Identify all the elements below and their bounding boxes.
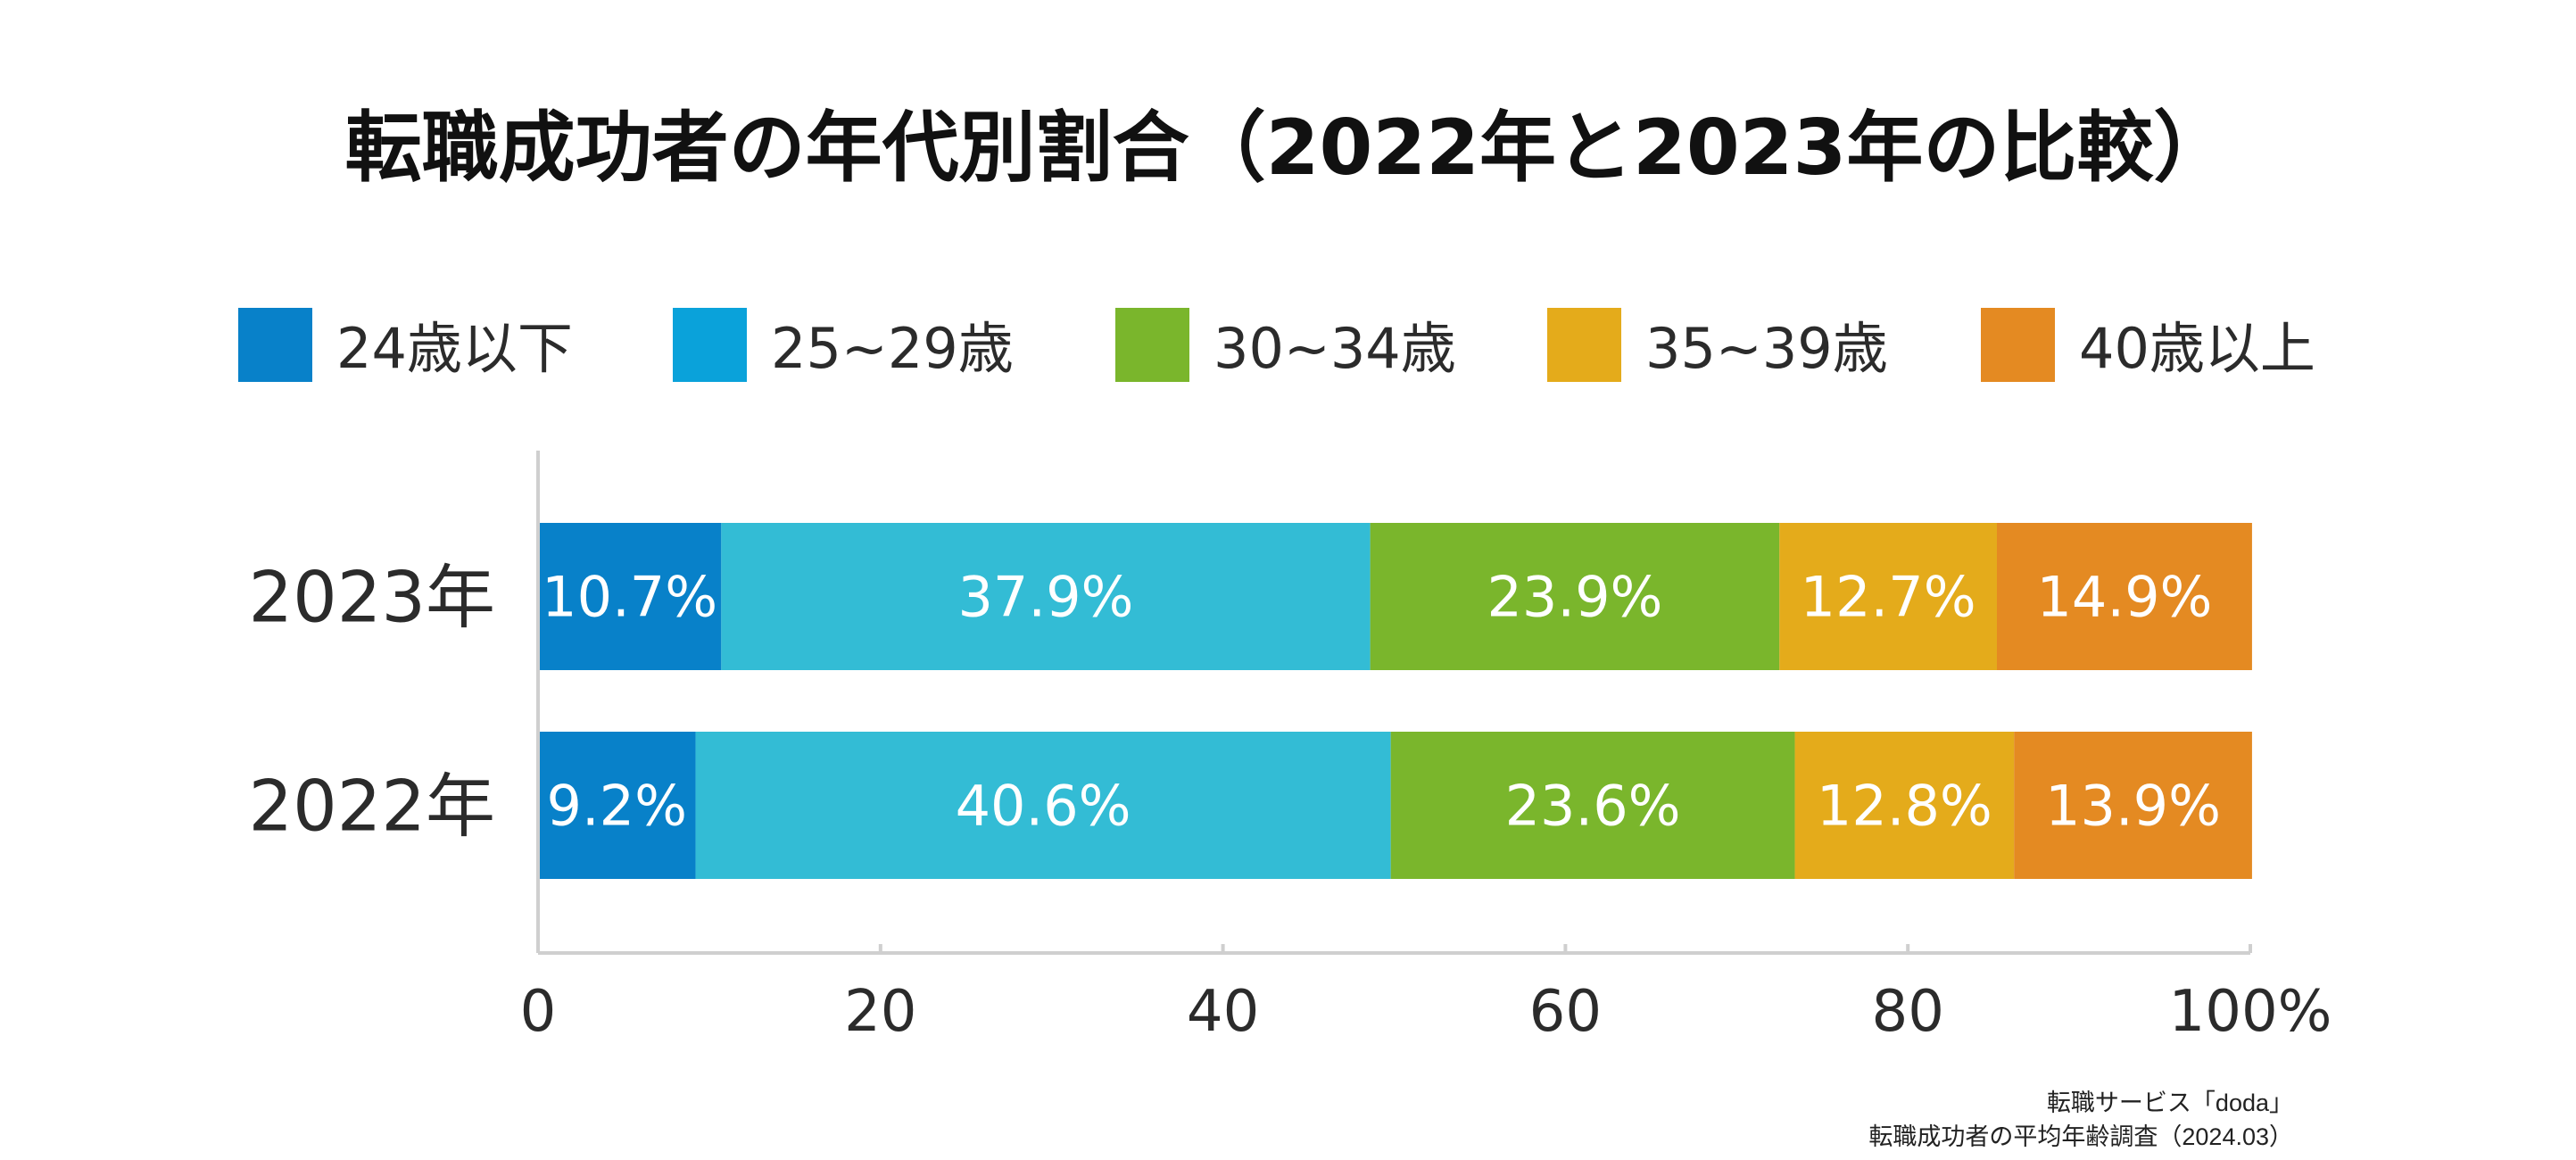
source-line-2: 転職成功者の平均年齢調査（2024.03） [1868,1123,2293,1150]
x-tick-label-4: 60 [1529,979,1602,1045]
value-label-2-4: 12.8% [1817,774,1992,839]
x-tick-label-2: 20 [844,979,916,1045]
bars-group [538,523,2252,879]
legend-label-4: 35~39歳 [1645,316,1888,381]
x-tick-label-1: 0 [520,979,557,1045]
legend-label-1: 24歳以下 [336,316,573,381]
legend-item-3: 30~34歳 [1115,308,1456,382]
category-label-1: 2023年 [248,559,495,639]
bar-1-segment-4 [1779,523,1997,670]
category-label-2: 2022年 [248,767,495,848]
legend-swatch-4 [1547,308,1621,382]
legend-item-4: 35~39歳 [1547,308,1888,382]
legend-label-2: 25~29歳 [771,316,1014,381]
legend: 24歳以下 25~29歳 30~34歳 35~39歳 40歳以上 [238,308,2315,382]
value-label-2-1: 9.2% [547,774,688,839]
bar-1-segment-1 [538,523,722,670]
bar-2-segment-3 [1390,732,1795,879]
bar-2-segment-4 [1794,732,2015,879]
x-tick-label-6: 100% [2169,979,2332,1045]
bar-2-segment-5 [2014,732,2252,879]
bar-1-segment-2 [721,523,1371,670]
value-label-1-1: 10.7% [542,565,717,630]
x-tick-label-5: 80 [1871,979,1943,1045]
value-label-2-5: 13.9% [2045,774,2221,839]
legend-label-3: 30~34歳 [1213,316,1456,381]
value-label-2-3: 23.6% [1505,774,1681,839]
category-labels-group: 2023年 2022年 [248,559,495,848]
value-label-1-4: 12.7% [1801,565,1976,630]
bar-2-segment-1 [538,732,696,879]
axes-group: 0 20 40 60 80 100% [520,451,2332,1045]
value-labels-group: 10.7% 37.9% 23.9% 12.7% 14.9% 9.2% 40.6% 23.6% 1… [542,565,2221,839]
legend-item-5: 40歳以上 [1981,308,2315,382]
bar-1-segment-3 [1370,523,1780,670]
legend-swatch-5 [1981,308,2055,382]
value-label-2-2: 40.6% [956,774,1131,839]
value-label-1-3: 23.9% [1487,565,1662,630]
legend-label-5: 40歳以上 [2079,316,2315,381]
bar-2-segment-2 [695,732,1391,879]
chart-title: 転職成功者の年代別割合（2022年と2023年の比較） [345,104,2231,193]
value-label-1-5: 14.9% [2036,565,2212,630]
legend-swatch-3 [1115,308,1189,382]
source-note: 転職サービス「doda」 転職成功者の平均年齢調査（2024.03） [1868,1090,2293,1150]
x-tick-label-3: 40 [1187,979,1259,1045]
legend-item-2: 25~29歳 [673,308,1014,382]
legend-item-1: 24歳以下 [238,308,573,382]
legend-swatch-1 [238,308,312,382]
legend-swatch-2 [673,308,747,382]
bar-1-segment-5 [1996,523,2252,670]
value-label-1-2: 37.9% [957,565,1133,630]
source-line-1: 転職サービス「doda」 [2047,1090,2293,1116]
